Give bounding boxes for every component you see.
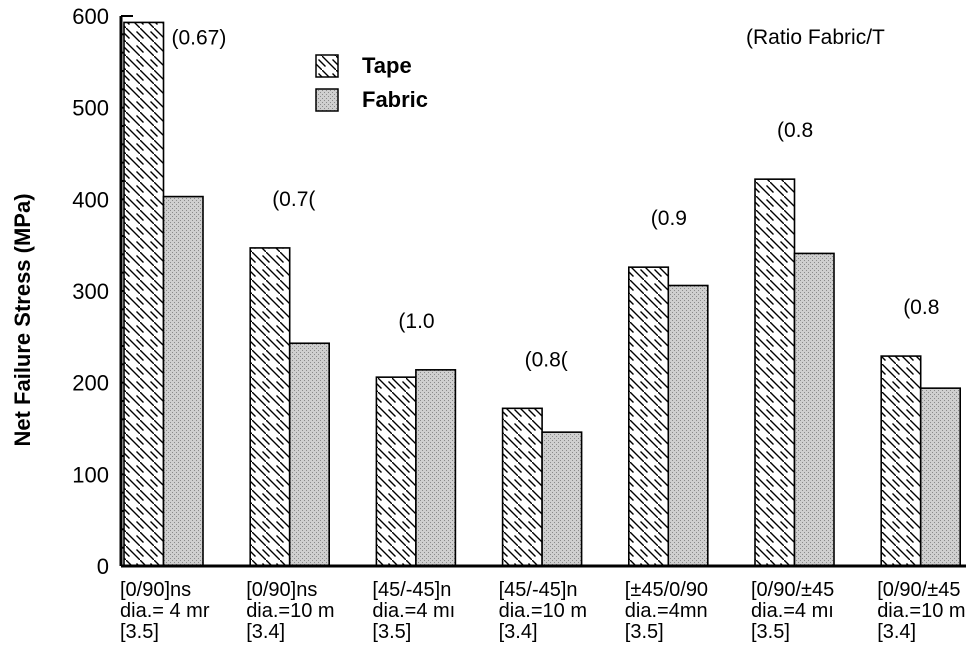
x-category-label: [3.4] [246, 621, 285, 643]
ratio-label: (1.0 [398, 310, 434, 333]
y-tick-label: 0 [97, 554, 109, 579]
legend-swatch-tape [315, 54, 339, 78]
ratio-label: (0.7( [272, 188, 315, 211]
x-category-label: [3.5] [625, 621, 664, 643]
ratio-labels: (0.67) (0.7( (1.0 (0.8( (0.9 (0.8 (0.8 [172, 26, 940, 371]
ratio-label: (0.8( [525, 348, 568, 371]
legend-label-tape: Tape [362, 53, 412, 78]
x-category-label: [3.4] [877, 621, 916, 643]
bar-tape [754, 178, 796, 567]
y-tick-label: 600 [72, 4, 109, 29]
bar-tape [627, 266, 670, 567]
x-category-label: [0/90/±45 [877, 579, 960, 601]
x-category-label: [±45/0/90 [625, 579, 708, 601]
legend: Tape Fabric [315, 53, 428, 112]
x-category-label: [3.5] [751, 621, 790, 643]
x-category-label: [0/90]ns [120, 579, 191, 601]
x-category-label: dia.=10 m [499, 600, 587, 622]
x-category-label: [3.5] [120, 621, 159, 643]
bar-tape [880, 355, 922, 567]
ratio-label: (0.67) [172, 26, 227, 49]
legend-swatch-fabric [315, 88, 339, 112]
ratio-label: (0.9 [651, 207, 687, 230]
bar-fabric [541, 431, 583, 567]
bar-tape [249, 247, 291, 567]
legend-label-fabric: Fabric [362, 87, 428, 112]
x-category-label: dia.=4mn [625, 600, 708, 622]
x-category-label: [45/-45]n [372, 579, 451, 601]
ratio-note: (Ratio Fabric/T [746, 26, 885, 49]
y-axis-title: Net Failure Stress (MPa) [10, 193, 35, 446]
bar-fabric [667, 284, 709, 567]
y-tick-label: 200 [72, 371, 109, 396]
y-tick-label: 300 [72, 279, 109, 304]
x-category-label: [0/90]ns [246, 579, 317, 601]
ratio-label: (0.8 [777, 119, 813, 142]
bar-fabric [162, 195, 204, 567]
x-category-label: [45/-45]n [499, 579, 578, 601]
bar-tape [501, 407, 543, 567]
y-tick-label: 500 [72, 96, 109, 121]
y-tick-label: 100 [72, 462, 109, 487]
x-category-label: [0/90/±45 [751, 579, 834, 601]
x-category-label: [3.5] [372, 621, 411, 643]
ratio-label: (0.8 [903, 296, 939, 319]
bar-fabric [919, 387, 962, 567]
x-category-label: dia.= 4 mr [120, 600, 210, 622]
x-category-label: [3.4] [499, 621, 538, 643]
y-tick-label: 400 [72, 187, 109, 212]
x-category-label: dia.=10 m [877, 600, 965, 622]
x-category-label: dia.=4 mı [751, 600, 834, 622]
bar-tape [123, 21, 165, 567]
x-category-label: dia.=4 mı [372, 600, 455, 622]
bar-fabric [288, 342, 331, 567]
bars-group [123, 21, 962, 567]
bar-fabric [793, 252, 835, 567]
x-category-label: dia.=10 m [246, 600, 334, 622]
bar-tape [375, 376, 417, 567]
bar-fabric [415, 369, 457, 567]
